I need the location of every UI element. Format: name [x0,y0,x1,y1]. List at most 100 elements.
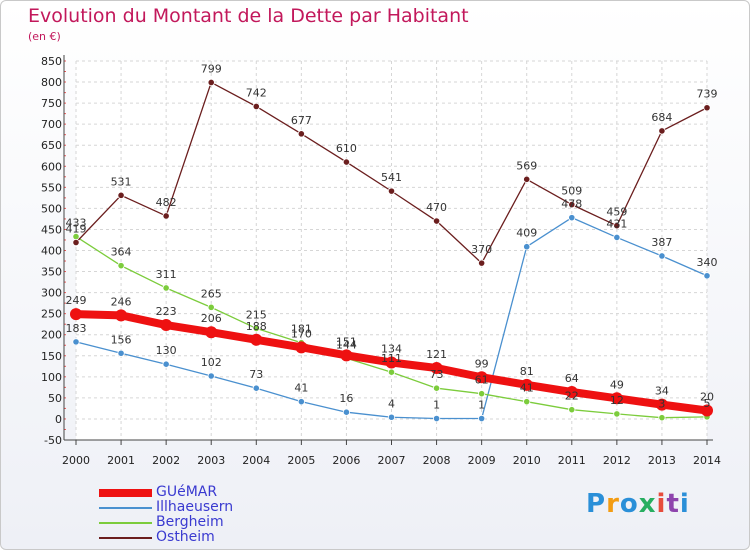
data-label: 470 [426,201,447,214]
data-label: 387 [651,236,672,249]
x-tick-label: 2000 [62,454,90,467]
y-tick-label: 0 [55,413,62,426]
data-point [613,410,621,418]
legend-label: GUéMAR [156,484,218,500]
data-point [658,127,666,135]
data-label: 370 [471,243,492,256]
legend-swatch [99,507,152,509]
x-tick-label: 2008 [423,454,451,467]
legend-label: Illhaeusern [156,499,234,515]
x-tick-label: 2003 [197,454,225,467]
data-point [115,309,128,322]
data-label: 541 [381,171,402,184]
data-label: 409 [516,227,537,240]
data-point [252,102,260,111]
data-label: 569 [516,159,537,172]
data-point [568,200,576,209]
y-tick-label: 300 [41,287,62,300]
data-point [432,414,441,423]
data-point [565,385,578,398]
data-label: 99 [475,357,489,370]
data-point [430,361,443,374]
data-label: 419 [66,222,87,235]
data-label: 459 [606,206,627,219]
data-label: 684 [651,111,672,124]
data-point [610,392,623,405]
x-tick-label: 2013 [648,454,676,467]
logo-letter: r [606,489,620,519]
proxiti-logo: Proxiti [586,489,690,519]
data-label: 183 [66,322,87,335]
data-point [205,326,218,339]
y-tick-label: 100 [41,371,62,384]
data-label: 170 [291,327,312,340]
data-label: 677 [291,114,312,127]
data-label: 1 [478,399,485,412]
data-label: 482 [156,196,177,209]
data-label: 144 [336,338,357,351]
data-label: 5 [704,397,711,410]
data-label: 742 [246,86,267,99]
data-point [475,371,488,384]
data-label: 73 [430,368,444,381]
data-label: 61 [475,374,489,387]
data-point [297,398,305,406]
data-point [162,212,170,220]
y-tick-label: 550 [41,181,62,194]
x-tick-label: 2007 [378,454,406,467]
data-point [162,284,170,292]
data-point [387,187,396,195]
data-point [703,104,711,112]
data-point [117,262,125,270]
data-label: 206 [201,312,222,325]
data-label: 188 [246,320,267,333]
x-tick-label: 2012 [603,454,631,467]
logo-letter: o [619,489,639,519]
y-tick-label: 600 [41,160,62,173]
data-label: 610 [336,142,357,155]
data-point [520,378,533,391]
data-label: 799 [201,62,222,75]
data-label: 311 [156,268,177,281]
y-tick-label: 450 [41,223,62,236]
data-point [568,406,576,414]
data-point [568,214,576,222]
data-label: 249 [66,294,87,307]
legend-swatch [99,522,152,524]
data-point [385,356,398,369]
logo-letter: t [666,489,680,519]
data-point [387,368,396,376]
x-tick-label: 2010 [513,454,541,467]
data-point [252,384,260,392]
data-point [207,372,215,380]
data-label: 156 [111,333,132,346]
data-point [207,303,215,311]
data-point [523,398,531,406]
y-tick-label: 50 [48,392,62,405]
data-label: 81 [520,365,534,378]
data-label: 509 [561,185,582,198]
data-point [70,308,82,321]
data-point [117,349,125,357]
data-point [523,243,531,251]
data-point [117,191,125,199]
data-label: 34 [655,385,669,398]
data-label: 265 [201,287,222,300]
data-label: 4 [388,397,395,410]
y-tick-label: 850 [41,55,62,68]
y-tick-label: 500 [41,202,62,215]
y-tick-label: 800 [41,76,62,89]
data-label: 223 [156,305,177,318]
data-label: 1 [433,399,440,412]
data-label: 22 [565,390,579,403]
axes: 8508007507006506005505004504003503002502… [41,55,721,467]
data-point [613,233,621,242]
data-point [162,360,170,368]
data-label: 111 [381,352,402,365]
x-tick-label: 2002 [152,454,180,467]
data-point [703,272,711,280]
data-point [72,238,80,247]
